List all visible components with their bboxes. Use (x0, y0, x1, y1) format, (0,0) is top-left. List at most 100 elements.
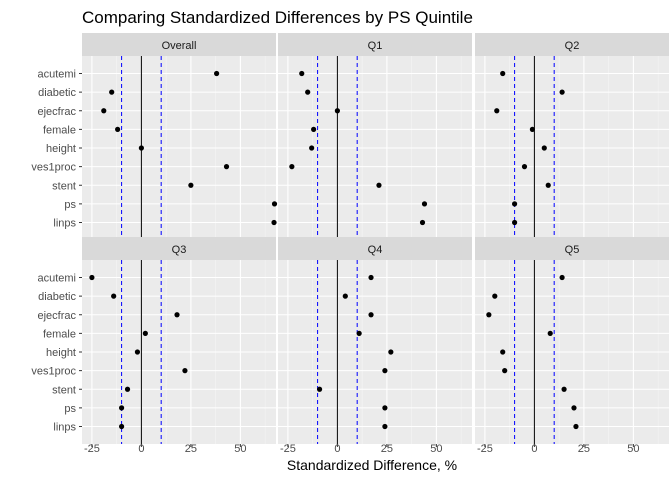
data-point (382, 368, 388, 374)
data-point (494, 108, 500, 114)
data-point (559, 274, 565, 281)
y-tick-label: female (43, 124, 76, 136)
data-point (421, 201, 428, 207)
data-point (419, 219, 426, 226)
x-tick-label: -25 (84, 443, 100, 455)
data-point (309, 145, 315, 151)
data-point (500, 349, 506, 355)
facet-strip-label: Q3 (172, 244, 187, 256)
data-point (111, 293, 117, 299)
data-point (214, 70, 220, 77)
data-point (492, 293, 498, 299)
facet-strip-label: Q2 (565, 40, 580, 52)
x-tick-label: 25 (185, 443, 197, 455)
data-point (188, 182, 194, 188)
facet-panel: Q3 acutemi diabetic ejecfrac female height ves… (31, 237, 276, 455)
facet-strip (475, 33, 669, 56)
data-point (573, 423, 579, 430)
x-tick-label: -25 (477, 443, 493, 455)
facet-panel: Q1 (278, 33, 472, 240)
data-point (511, 201, 518, 207)
facet-panel: Q2 (475, 33, 669, 240)
data-point (356, 330, 362, 336)
y-tick-label: height (46, 347, 76, 359)
data-point (547, 330, 553, 336)
y-tick-label: linps (53, 218, 76, 230)
y-tick-label: ps (64, 199, 76, 211)
data-point (174, 312, 180, 318)
data-point (388, 349, 394, 355)
data-point (368, 312, 374, 318)
y-tick-label: stent (52, 180, 76, 192)
x-tick-label: 0 (531, 443, 537, 455)
data-point (271, 219, 277, 226)
x-tick-label: 0 (138, 443, 144, 455)
y-tick-label: female (43, 328, 76, 340)
y-tick-label: ves1proc (31, 366, 76, 378)
data-point (118, 423, 125, 430)
data-point (571, 405, 577, 411)
data-point (134, 349, 141, 355)
chart-title: Comparing Standardized Differences by PS… (82, 8, 473, 27)
data-point (368, 274, 374, 281)
data-point (545, 182, 551, 188)
data-point (182, 368, 188, 374)
data-point (541, 145, 547, 151)
data-point (115, 126, 121, 132)
facet-strip-label: Q4 (368, 244, 383, 256)
y-tick-label: ves1proc (31, 162, 76, 174)
data-point (511, 219, 518, 226)
data-point (138, 145, 144, 151)
y-tick-label: diabetic (38, 291, 76, 303)
facet-strip-label: Overall (162, 40, 197, 52)
data-point (334, 108, 340, 114)
data-point (223, 164, 230, 170)
data-point (561, 386, 567, 392)
data-point (486, 312, 492, 318)
facet-strip (82, 33, 276, 56)
x-tick-label: 0 (334, 443, 340, 455)
data-point (142, 330, 148, 336)
x-tick-label: 50 (430, 443, 442, 455)
y-tick-label: acutemi (37, 69, 76, 81)
x-tick-label: 25 (578, 443, 590, 455)
facet-strip-label: Q5 (565, 244, 580, 256)
facet-panel: Q5 -25 0 25 50 (475, 237, 669, 455)
y-tick-label: stent (52, 384, 76, 396)
facet-panel: Overall acutemi diabetic ejecfrac female heig… (31, 33, 278, 240)
y-tick-label: acutemi (37, 273, 76, 285)
x-axis-title: Standardized Difference, % (287, 457, 457, 473)
data-point (311, 126, 317, 132)
data-point (101, 108, 107, 114)
data-point (500, 70, 506, 77)
facet-strip (82, 237, 276, 260)
data-point (559, 89, 565, 95)
y-tick-label: diabetic (38, 87, 76, 99)
data-point (376, 182, 382, 188)
facet-strip-label: Q1 (368, 40, 383, 52)
data-point (118, 405, 125, 411)
data-point (289, 164, 295, 170)
data-point (502, 368, 508, 374)
x-tick-label: -25 (280, 443, 296, 455)
data-point (124, 386, 131, 392)
facet-strip (475, 237, 669, 260)
y-tick-label: height (46, 143, 76, 155)
y-tick-label: ejecfrac (37, 310, 76, 322)
facet-strip (278, 237, 472, 260)
data-point (299, 70, 305, 77)
y-tick-label: linps (53, 422, 76, 434)
data-point (529, 126, 536, 132)
facet-panel: Q4 -25 0 25 50 (278, 237, 472, 455)
facet-panels: Overall acutemi diabetic ejecfrac female heig… (31, 33, 669, 455)
data-point (342, 293, 348, 299)
x-tick-label: 50 (627, 443, 639, 455)
data-point (305, 89, 311, 95)
data-point (109, 89, 115, 95)
x-tick-label: 50 (234, 443, 246, 455)
data-point (382, 405, 388, 411)
facet-strip (278, 33, 472, 56)
data-point (89, 274, 95, 281)
data-point (271, 201, 278, 207)
